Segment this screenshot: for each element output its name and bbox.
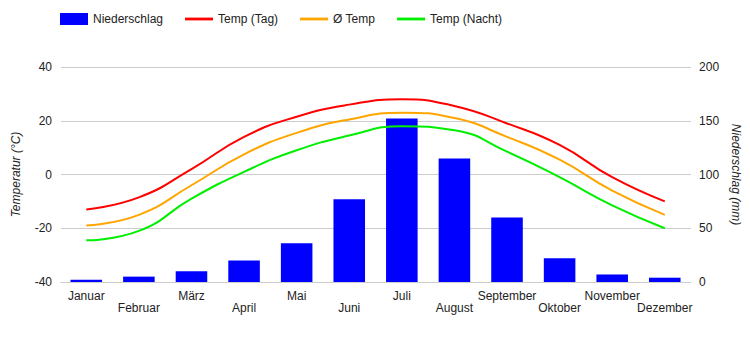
svg-text:20: 20	[39, 114, 53, 128]
svg-text:200: 200	[699, 60, 719, 74]
svg-text:Niederschlag: Niederschlag	[93, 12, 163, 26]
svg-text:50: 50	[699, 221, 713, 235]
svg-text:Niederschlag (mm): Niederschlag (mm)	[729, 124, 743, 225]
svg-text:Februar: Februar	[118, 301, 160, 315]
svg-text:September: September	[478, 289, 537, 303]
svg-text:Januar: Januar	[68, 289, 105, 303]
svg-text:0: 0	[45, 168, 52, 182]
svg-text:Dezember: Dezember	[637, 301, 692, 315]
svg-text:-40: -40	[35, 275, 53, 289]
svg-text:April: April	[232, 301, 256, 315]
svg-text:100: 100	[699, 168, 719, 182]
svg-text:Juli: Juli	[393, 289, 411, 303]
svg-text:März: März	[178, 289, 205, 303]
svg-text:Mai: Mai	[287, 289, 306, 303]
svg-text:Juni: Juni	[338, 301, 360, 315]
svg-text:Temp (Nacht): Temp (Nacht)	[430, 12, 502, 26]
svg-text:40: 40	[39, 60, 53, 74]
svg-text:November: November	[585, 289, 640, 303]
svg-text:Temperatur (°C): Temperatur (°C)	[9, 132, 23, 218]
svg-text:-20: -20	[35, 221, 53, 235]
svg-text:Oktober: Oktober	[538, 301, 581, 315]
svg-text:August: August	[436, 301, 474, 315]
svg-text:0: 0	[699, 275, 706, 289]
svg-text:Temp (Tag): Temp (Tag)	[218, 12, 278, 26]
svg-text:150: 150	[699, 114, 719, 128]
svg-text:Ø Temp: Ø Temp	[333, 12, 375, 26]
